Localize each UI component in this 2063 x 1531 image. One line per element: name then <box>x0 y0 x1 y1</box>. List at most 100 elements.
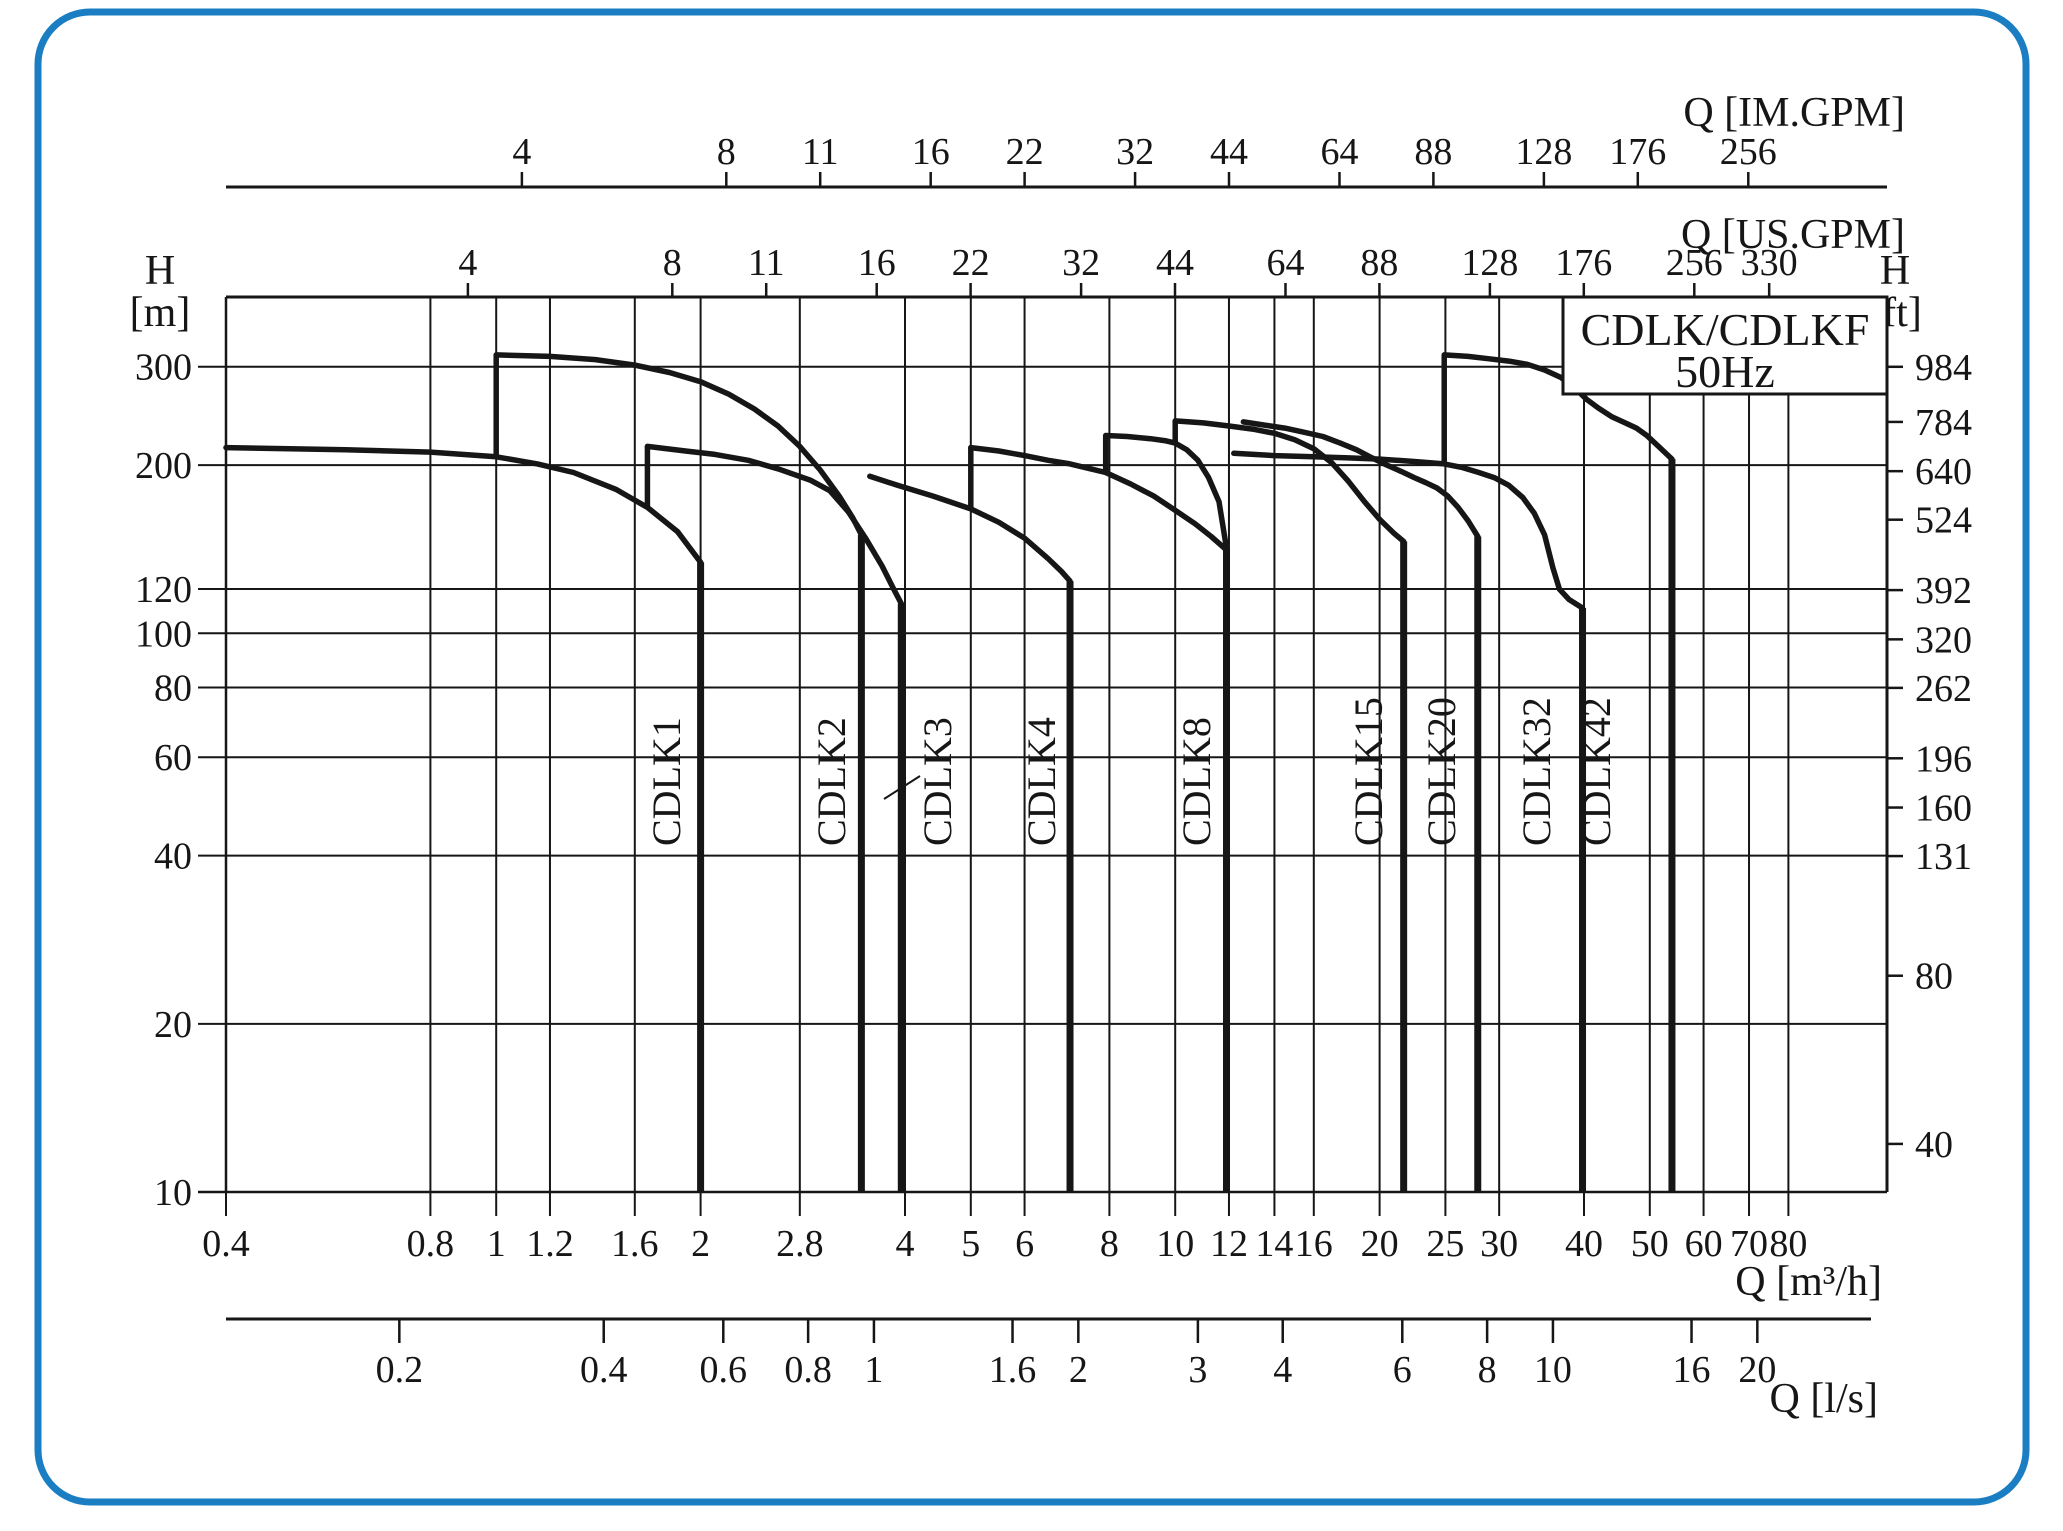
curve-cdlk20 <box>1240 419 1481 540</box>
tick-label-ls-0.2: 0.2 <box>376 1349 424 1391</box>
tick-label-m3h-12: 12 <box>1210 1223 1248 1265</box>
axis-symbol-h-left: H <box>145 248 175 294</box>
tick-label-m3h-70: 70 <box>1730 1223 1768 1265</box>
curve-cdlk8 <box>1102 432 1230 551</box>
tick-label-ls-20: 20 <box>1738 1349 1776 1391</box>
tick-label-ls-6: 6 <box>1393 1349 1412 1391</box>
tick-label-im-176: 176 <box>1609 131 1666 173</box>
tick-label-im-11: 11 <box>802 131 839 173</box>
tick-label-m-20: 20 <box>154 1004 192 1046</box>
tick-label-ls-1: 1 <box>864 1349 883 1391</box>
tick-label-ft-196: 196 <box>1915 738 1972 780</box>
tick-label-ft-131: 131 <box>1915 836 1972 878</box>
tick-label-ft-160: 160 <box>1915 788 1972 830</box>
tick-label-us-44: 44 <box>1156 242 1194 284</box>
tick-label-m3h-16: 16 <box>1295 1223 1333 1265</box>
curve-cdlk32 <box>1231 450 1586 611</box>
tick-label-m3h-20: 20 <box>1361 1223 1399 1265</box>
pump-label-cdlk20: CDLK20 <box>1419 697 1464 846</box>
tick-label-im-256: 256 <box>1720 131 1777 173</box>
tick-label-m3h-1.6: 1.6 <box>611 1223 659 1265</box>
tick-label-im-8: 8 <box>717 131 736 173</box>
tick-label-m3h-50: 50 <box>1631 1223 1669 1265</box>
tick-label-us-176: 176 <box>1555 242 1612 284</box>
tick-label-ls-0.6: 0.6 <box>700 1349 748 1391</box>
tick-label-m-200: 200 <box>135 445 192 487</box>
title-line-1: CDLK/CDLKF <box>1581 304 1870 355</box>
tick-label-us-11: 11 <box>748 242 785 284</box>
tick-label-m-40: 40 <box>154 836 192 878</box>
tick-label-ft-80: 80 <box>1915 956 1953 998</box>
curve-cdlk4-base <box>968 444 1109 476</box>
tick-label-ft-40: 40 <box>1915 1124 1953 1166</box>
title-line-2: 50Hz <box>1675 346 1775 397</box>
tick-label-us-8: 8 <box>663 242 682 284</box>
tick-label-im-64: 64 <box>1320 131 1358 173</box>
tick-label-ls-4: 4 <box>1273 1349 1292 1391</box>
cdlk3-leader-line <box>883 775 921 800</box>
pump-label-cdlk15: CDLK15 <box>1346 697 1391 846</box>
tick-label-m3h-8: 8 <box>1100 1223 1119 1265</box>
tick-label-im-4: 4 <box>512 131 531 173</box>
tick-label-us-22: 22 <box>952 242 990 284</box>
tick-label-ft-984: 984 <box>1915 347 1972 389</box>
tick-label-m-120: 120 <box>135 569 192 611</box>
tick-label-im-32: 32 <box>1116 131 1154 173</box>
tick-label-m3h-30: 30 <box>1480 1223 1518 1265</box>
pump-label-cdlk32: CDLK32 <box>1514 697 1559 846</box>
tick-label-us-16: 16 <box>858 242 896 284</box>
pump-label-cdlk2: CDLK2 <box>809 717 854 846</box>
axis-label-ls: Q [l/s] <box>1770 1376 1879 1422</box>
tick-label-m3h-25: 25 <box>1426 1223 1464 1265</box>
tick-label-m3h-4: 4 <box>896 1223 915 1265</box>
curve-cdlk4 <box>867 473 1073 584</box>
pump-label-cdlk4: CDLK4 <box>1019 717 1064 846</box>
tick-label-ft-640: 640 <box>1915 451 1972 493</box>
tick-label-ls-0.4: 0.4 <box>580 1349 628 1391</box>
tick-label-us-4: 4 <box>458 242 477 284</box>
tick-label-im-44: 44 <box>1210 131 1248 173</box>
tick-label-m3h-80: 80 <box>1769 1223 1807 1265</box>
page-border <box>34 8 2030 1506</box>
tick-label-ls-1.6: 1.6 <box>989 1349 1037 1391</box>
tick-label-m3h-6: 6 <box>1015 1223 1034 1265</box>
tick-label-m3h-10: 10 <box>1156 1223 1194 1265</box>
pump-label-cdlk42: CDLK42 <box>1574 697 1619 846</box>
tick-label-ft-784: 784 <box>1915 402 1972 444</box>
tick-label-us-64: 64 <box>1266 242 1304 284</box>
tick-label-ls-2: 2 <box>1069 1349 1088 1391</box>
tick-label-m-300: 300 <box>135 347 192 389</box>
tick-label-m-100: 100 <box>135 613 192 655</box>
tick-label-ls-16: 16 <box>1673 1349 1711 1391</box>
axis-label-m3h: Q [m³/h] <box>1735 1259 1882 1305</box>
tick-label-us-128: 128 <box>1461 242 1518 284</box>
pump-label-cdlk3: CDLK3 <box>915 717 960 846</box>
axis-label-us-gpm: Q [US.GPM] <box>1681 212 1905 258</box>
tick-label-m3h-5: 5 <box>961 1223 980 1265</box>
curve-cdlk3 <box>644 443 905 607</box>
curve-cdlk8-base <box>1102 469 1230 553</box>
tick-label-ft-320: 320 <box>1915 619 1972 661</box>
tick-label-ft-262: 262 <box>1915 668 1972 710</box>
axis-unit-m: [m] <box>130 290 191 336</box>
tick-label-m3h-2.8: 2.8 <box>776 1223 824 1265</box>
tick-label-m-10: 10 <box>154 1172 192 1214</box>
tick-label-ft-524: 524 <box>1915 500 1972 542</box>
tick-label-m3h-2: 2 <box>691 1223 710 1265</box>
tick-label-m-80: 80 <box>154 667 192 709</box>
curve-cdlk1 <box>223 444 704 566</box>
tick-label-ls-0.8: 0.8 <box>784 1349 832 1391</box>
tick-label-m3h-14: 14 <box>1255 1223 1293 1265</box>
tick-label-m3h-1.2: 1.2 <box>526 1223 574 1265</box>
tick-label-us-88: 88 <box>1360 242 1398 284</box>
tick-label-m3h-60: 60 <box>1685 1223 1723 1265</box>
tick-label-ft-392: 392 <box>1915 570 1972 612</box>
tick-label-im-88: 88 <box>1414 131 1452 173</box>
tick-label-im-22: 22 <box>1006 131 1044 173</box>
axis-label-im-gpm: Q [IM.GPM] <box>1683 90 1905 136</box>
tick-label-im-16: 16 <box>912 131 950 173</box>
tick-label-us-256: 256 <box>1666 242 1723 284</box>
pump-label-cdlk1: CDLK1 <box>644 717 689 846</box>
tick-label-m-60: 60 <box>154 737 192 779</box>
